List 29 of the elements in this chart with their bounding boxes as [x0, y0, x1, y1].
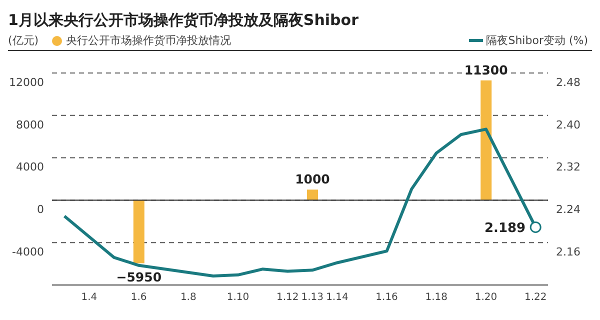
y2-tick-label: 2.24: [556, 203, 580, 216]
y-tick-label: -4000: [12, 246, 44, 259]
x-tick-label: 1.6: [130, 292, 147, 304]
y2-tick-label: 2.32: [556, 160, 580, 174]
y2-tick-label: 2.48: [556, 76, 580, 89]
y-tick-label: 4000: [16, 160, 44, 174]
chart-title: 1月以来央行公开市场操作货币净投放及隔夜Shibor: [8, 10, 360, 31]
x-tick-label: 1.12: [276, 292, 299, 304]
legend-label: 央行公开市场操作货币净投放情况: [65, 33, 231, 48]
x-tick-label: 1.10: [226, 292, 250, 304]
y-axis-title: (亿元): [8, 33, 39, 48]
x-tick-label: 1.20: [474, 292, 498, 304]
data-label: 11300: [464, 62, 508, 78]
data-label: 2.189: [484, 221, 526, 236]
x-tick-label: 1.18: [425, 292, 448, 304]
y-tick-label: 8000: [16, 118, 44, 132]
x-tick-label: 1.22: [524, 292, 547, 304]
y-tick-label: 12000: [9, 76, 44, 89]
x-tick-label: 1.14: [326, 292, 348, 304]
x-tick-label: 1.13: [301, 292, 324, 304]
data-label: −5950: [116, 269, 162, 284]
x-tick-label: 1.16: [376, 292, 398, 304]
y-tick-label: 0: [37, 203, 44, 216]
x-tick-label: 1.8: [180, 292, 196, 304]
data-label: 1000: [295, 172, 330, 187]
x-tick-label: 1.4: [81, 292, 98, 304]
y2-tick-label: 2.16: [556, 246, 580, 259]
legend-label: 隔夜Shibor变动 (%): [485, 33, 588, 48]
y2-tick-label: 2.40: [556, 118, 580, 132]
